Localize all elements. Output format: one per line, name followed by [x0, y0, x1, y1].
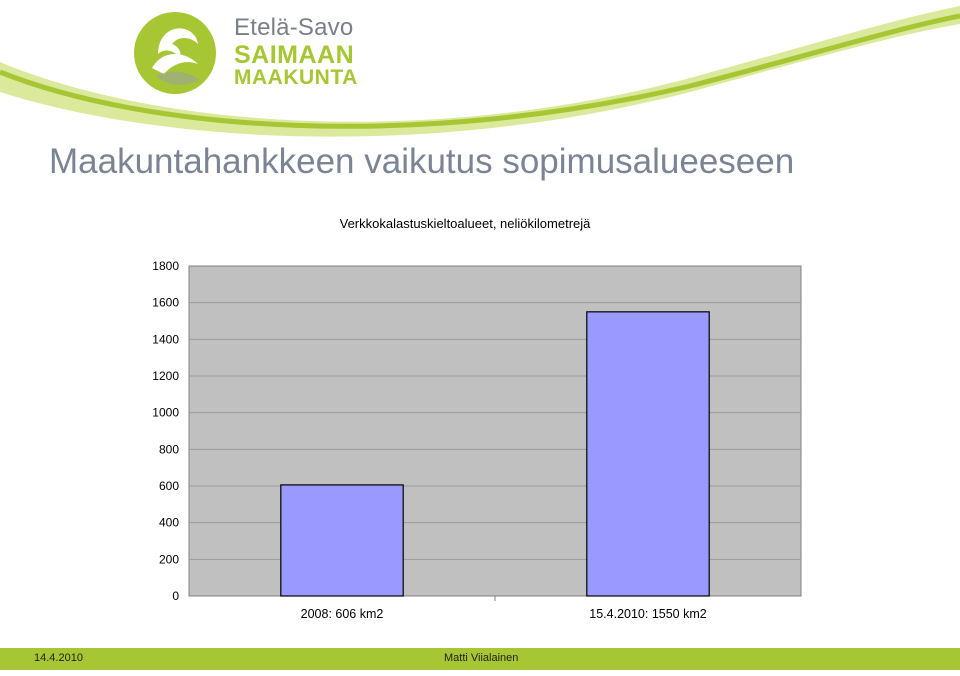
logo-text-line1: Etelä-Savo [234, 14, 354, 41]
bar [586, 311, 710, 597]
x-tick-label: 2008: 606 km2 [301, 607, 384, 621]
x-axis-labels: 2008: 606 km2 15.4.2010: 1550 km2 [301, 596, 707, 621]
bar [280, 484, 404, 597]
bar-chart: Verkkokalastuskieltoalueet, neliökilomet… [152, 216, 802, 621]
logo-text-line3: MAAKUNTA [234, 66, 358, 89]
x-tick-label: 15.4.2010: 1550 km2 [589, 607, 706, 621]
footer-bar: 14.4.2010 Matti Viialainen [0, 648, 960, 670]
y-tick-label: 600 [159, 479, 179, 493]
logo-text-line2: SAIMAAN [234, 41, 355, 69]
footer-author: Matti Viialainen [444, 652, 519, 664]
y-tick-label: 1600 [152, 296, 179, 310]
slide-title: Maakuntahankkeen vaikutus sopimusalueese… [49, 142, 795, 181]
header-swoosh [0, 6, 960, 137]
bars [280, 311, 710, 597]
logo-emblem-icon [134, 12, 216, 94]
y-tick-label: 800 [159, 442, 179, 456]
y-axis-ticks: 0 200 400 600 800 1000 1200 1400 1600 1800 [152, 259, 179, 603]
y-tick-label: 200 [159, 552, 179, 566]
y-tick-label: 1800 [152, 259, 179, 273]
y-tick-label: 400 [159, 516, 179, 530]
y-tick-label: 1200 [152, 369, 179, 383]
chart-title: Verkkokalastuskieltoalueet, neliökilomet… [340, 216, 592, 231]
y-tick-label: 1400 [152, 332, 179, 346]
y-tick-label: 1000 [152, 406, 179, 420]
y-tick-label: 0 [172, 589, 179, 603]
footer-date: 14.4.2010 [34, 652, 83, 664]
